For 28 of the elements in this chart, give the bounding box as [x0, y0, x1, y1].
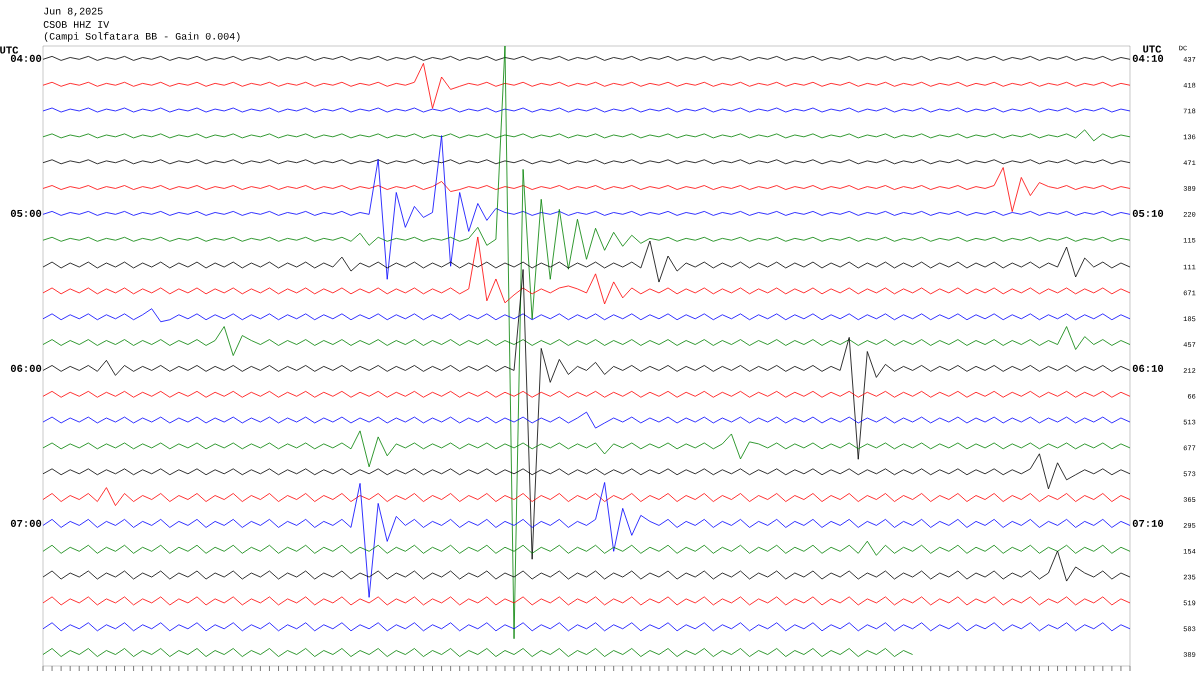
line-series: [42, 62, 1131, 109]
y2-tick-label: 07:10: [1132, 519, 1164, 527]
line-series: [42, 240, 1131, 283]
line-series: [42, 487, 1131, 506]
y2-tick-label: 04:10: [1132, 54, 1164, 62]
chart-title: Jun 8,2025: [44, 7, 103, 17]
y2-tick-label: 05:10: [1132, 209, 1164, 217]
line-series: [42, 482, 1131, 598]
line-series: [42, 550, 1131, 582]
line-series: [42, 622, 1131, 632]
line-series: [42, 596, 1131, 606]
line-series: [42, 308, 1131, 323]
chart-subtitle: CSOB HHZ IV: [43, 21, 110, 28]
y-axis-title: UTC: [0, 46, 19, 54]
line-series: [42, 167, 1131, 212]
y-tick-label: 07:00: [10, 519, 42, 527]
line-series: [42, 135, 1131, 280]
y-tick-label: 06:00: [10, 364, 42, 372]
line-series: [42, 648, 913, 657]
line-series: [42, 411, 1131, 429]
y2-axis-title: UTC: [1143, 45, 1162, 53]
line-series: [42, 45, 1131, 640]
line-series: [42, 236, 1131, 305]
y2-tick-label: 06:10: [1132, 364, 1164, 372]
text: (Campi Solfatara BB - Gain 0.004): [44, 32, 240, 42]
line-series: [42, 269, 1131, 560]
y-tick-label: 04:00: [10, 54, 42, 62]
y-tick-label: 05:00: [10, 209, 42, 217]
